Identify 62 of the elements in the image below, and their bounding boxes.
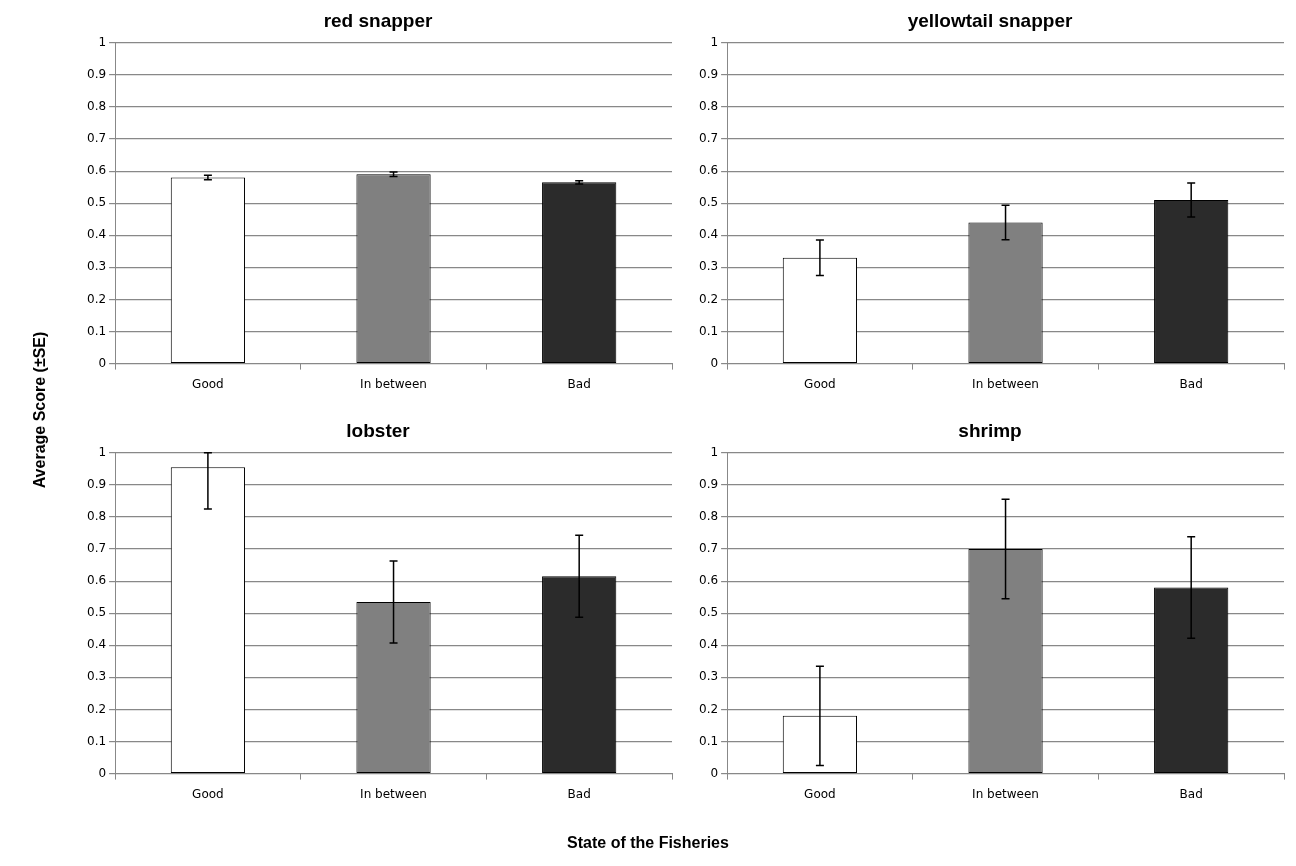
y-tick-label: 0.5 <box>698 605 719 620</box>
y-tick-label: 0.6 <box>86 573 107 588</box>
y-tick-label: 0.7 <box>86 131 107 146</box>
y-tick-label: 0.9 <box>698 477 719 492</box>
x-tick-label: In between <box>972 786 1039 801</box>
y-tick-label: 0.2 <box>86 291 107 306</box>
y-tick-label: 0.4 <box>86 637 107 652</box>
y-tick-label: 0.2 <box>698 291 719 306</box>
y-tick-label: 0.9 <box>86 477 107 492</box>
y-tick-label: 0.6 <box>86 163 107 178</box>
y-tick-label: 0.4 <box>698 637 719 652</box>
chart-title: yellowtail snapper <box>907 9 1073 31</box>
x-tick-label: Bad <box>567 786 591 801</box>
y-tick-label: 0.3 <box>86 669 107 684</box>
x-tick-label: In between <box>360 376 427 391</box>
y-tick-label: 0.9 <box>86 67 107 81</box>
y-tick-label: 0.1 <box>698 323 719 338</box>
chart-title: shrimp <box>958 419 1022 441</box>
y-tick-label: 0.9 <box>698 67 719 81</box>
y-axis-title: Average Score (±SE) <box>31 331 49 489</box>
y-tick-label: 0.2 <box>86 701 107 716</box>
y-tick-label: 1 <box>98 444 107 459</box>
y-tick-label: 1 <box>710 34 719 49</box>
y-tick-label: 0.7 <box>698 541 719 556</box>
x-tick-label: Good <box>804 376 836 391</box>
y-tick-label: 0.3 <box>698 259 719 274</box>
y-tick-label: 0.5 <box>698 195 719 210</box>
y-tick-label: 0.1 <box>86 323 107 338</box>
y-tick-label: 0.6 <box>698 163 719 178</box>
x-tick-label: Good <box>192 376 224 391</box>
x-axis-title: State of the Fisheries <box>566 834 730 852</box>
x-tick-label: Bad <box>1179 786 1203 801</box>
x-tick-label: Good <box>804 786 836 801</box>
y-tick-label: 0.5 <box>86 605 107 620</box>
y-tick-label: 0.7 <box>698 131 719 146</box>
y-tick-label: 0.5 <box>86 195 107 210</box>
y-tick-label: 0 <box>98 355 107 370</box>
y-tick-label: 0.1 <box>698 733 719 748</box>
chart-title: lobster <box>346 419 411 441</box>
x-tick-label: In between <box>972 376 1039 391</box>
y-tick-label: 0.3 <box>86 259 107 274</box>
y-tick-label: 1 <box>710 444 719 459</box>
y-tick-label: 0.7 <box>86 541 107 556</box>
y-tick-label: 0.8 <box>86 509 107 524</box>
chart-title: red snapper <box>323 9 433 31</box>
y-tick-label: 0 <box>710 355 719 370</box>
y-tick-label: 0.4 <box>86 227 107 242</box>
x-tick-label: Bad <box>1179 376 1203 391</box>
y-tick-label: 0.1 <box>86 733 107 748</box>
y-tick-label: 0.3 <box>698 669 719 684</box>
x-tick-label: Bad <box>567 376 591 391</box>
y-tick-label: 1 <box>98 34 107 49</box>
y-tick-label: 0 <box>710 765 719 780</box>
y-tick-label: 0.8 <box>86 99 107 114</box>
y-tick-label: 0.8 <box>698 99 719 114</box>
y-tick-label: 0.2 <box>698 701 719 716</box>
y-tick-label: 0.4 <box>698 227 719 242</box>
y-tick-label: 0 <box>98 765 107 780</box>
x-tick-label: Good <box>192 786 224 801</box>
x-tick-label: In between <box>360 786 427 801</box>
y-tick-label: 0.6 <box>698 573 719 588</box>
y-tick-label: 0.8 <box>698 509 719 524</box>
